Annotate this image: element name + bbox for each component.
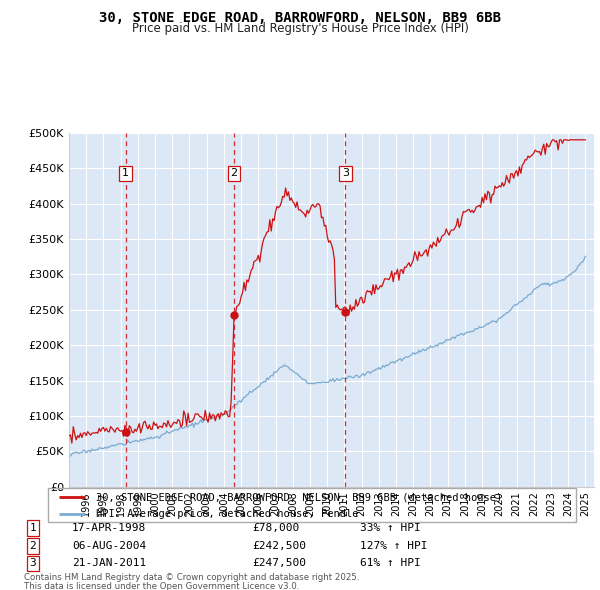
Text: 1: 1 xyxy=(122,169,129,178)
Text: 3: 3 xyxy=(342,169,349,178)
Text: 61% ↑ HPI: 61% ↑ HPI xyxy=(360,559,421,568)
Text: 2: 2 xyxy=(230,169,238,178)
Text: £247,500: £247,500 xyxy=(252,559,306,568)
Text: HPI: Average price, detached house, Pendle: HPI: Average price, detached house, Pend… xyxy=(95,509,358,519)
Text: Contains HM Land Registry data © Crown copyright and database right 2025.: Contains HM Land Registry data © Crown c… xyxy=(24,573,359,582)
Text: 30, STONE EDGE ROAD, BARROWFORD, NELSON, BB9 6BB: 30, STONE EDGE ROAD, BARROWFORD, NELSON,… xyxy=(99,11,501,25)
Text: 3: 3 xyxy=(29,559,37,568)
Text: 1: 1 xyxy=(29,523,37,533)
Text: 30, STONE EDGE ROAD, BARROWFORD, NELSON, BB9 6BB (detached house): 30, STONE EDGE ROAD, BARROWFORD, NELSON,… xyxy=(95,492,502,502)
Text: 127% ↑ HPI: 127% ↑ HPI xyxy=(360,541,427,550)
Text: £78,000: £78,000 xyxy=(252,523,299,533)
Text: 21-JAN-2011: 21-JAN-2011 xyxy=(72,559,146,568)
Text: 2: 2 xyxy=(29,541,37,550)
Text: Price paid vs. HM Land Registry's House Price Index (HPI): Price paid vs. HM Land Registry's House … xyxy=(131,22,469,35)
Text: This data is licensed under the Open Government Licence v3.0.: This data is licensed under the Open Gov… xyxy=(24,582,299,590)
Text: £242,500: £242,500 xyxy=(252,541,306,550)
Text: 33% ↑ HPI: 33% ↑ HPI xyxy=(360,523,421,533)
Text: 17-APR-1998: 17-APR-1998 xyxy=(72,523,146,533)
Text: 06-AUG-2004: 06-AUG-2004 xyxy=(72,541,146,550)
